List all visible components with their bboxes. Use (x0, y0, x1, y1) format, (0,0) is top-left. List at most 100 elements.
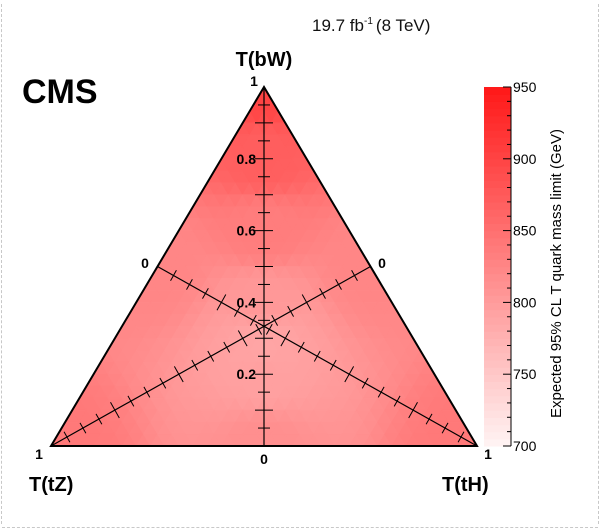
axis-th-tick (297, 341, 305, 353)
colorbar-tick-label: 950 (513, 79, 537, 95)
colorbar: 700 750 800 850 900 950 (484, 79, 537, 454)
colorbar-band (484, 410, 511, 418)
colorbar-band (484, 352, 511, 361)
side-zero-right: 0 (378, 255, 386, 271)
colorbar-band (484, 374, 511, 382)
axis-bw-tick-label: 0.8 (237, 151, 257, 167)
axis-th-tick (170, 269, 177, 281)
colorbar-band (484, 209, 511, 217)
colorbar-band (484, 201, 511, 210)
colorbar-band (484, 273, 511, 282)
colorbar-tick-label: 850 (513, 223, 537, 239)
axis-tz-tick (79, 422, 87, 434)
axis-tz-tick (63, 431, 71, 443)
axis-tz-tick (237, 330, 248, 347)
colorbar-band (484, 417, 511, 426)
corner-label-top: T(bW) (236, 49, 293, 71)
colorbar-band (484, 115, 511, 124)
axis-th (157, 265, 478, 447)
colorbar-band (484, 187, 511, 196)
colorbar-band (484, 316, 511, 325)
axis-th-tick (408, 402, 418, 419)
colorbar-band (484, 237, 511, 246)
axis-tz-tick (143, 386, 151, 398)
axis-th-tick (425, 413, 433, 425)
colorbar-band (484, 194, 511, 203)
axis-th-tick (313, 350, 321, 362)
colorbar-tick-label: 900 (513, 151, 537, 167)
axis-tz-tick (110, 402, 120, 419)
colorbar-band (484, 266, 511, 275)
axis-tz-tick (351, 269, 358, 281)
axis-th-tick (457, 431, 465, 443)
colorbar-band (484, 158, 511, 167)
colorbar-band (484, 424, 511, 433)
axis-tz-tick (191, 359, 199, 371)
colorbar-title: Expected 95% CL T quark mass limit (GeV) (548, 129, 565, 418)
axis-tz (50, 265, 371, 447)
colorbar-band (484, 367, 511, 375)
colorbar-band (484, 395, 511, 404)
colorbar-band (484, 144, 511, 153)
corner-value-right: 1 (484, 446, 492, 462)
colorbar-band (484, 244, 511, 253)
axis-tz-tick (207, 350, 215, 362)
colorbar-band (484, 438, 511, 447)
axis-th-tick (202, 287, 209, 299)
colorbar-band (484, 331, 511, 339)
axis-tz-tick (95, 413, 103, 425)
colorbar-band (484, 230, 511, 239)
colorbar-band (484, 338, 511, 347)
axis-tz-tick (223, 341, 231, 353)
frame-bottom-border (2, 527, 598, 528)
side-zero-bottom: 0 (260, 451, 268, 467)
colorbar-tick-label: 750 (513, 366, 537, 382)
axis-tz-tick (159, 377, 167, 389)
colorbar-band (484, 101, 511, 110)
colorbar-band (484, 345, 511, 354)
axis-th-tick (249, 314, 257, 326)
corner-label-left: T(tZ) (29, 474, 73, 496)
axis-bw-tick-label: 0.6 (237, 223, 257, 239)
colorbar-band (484, 87, 511, 95)
colorbar-band (484, 122, 511, 131)
corner-label-right: T(tH) (442, 474, 489, 496)
colorbar-band (484, 288, 511, 296)
experiment-label: CMS (22, 73, 98, 111)
axis-bw-tick-label: 0.2 (237, 366, 257, 382)
colorbar-band (484, 309, 511, 318)
colorbar-band (484, 173, 511, 181)
axis-tz-tick (335, 278, 342, 290)
side-zero-left: 0 (141, 255, 149, 271)
axis-bw (255, 87, 273, 446)
axis-tz-tick (319, 287, 326, 299)
axis-tz-tick (255, 323, 263, 335)
axis-th-tick (344, 366, 355, 383)
axis-th-tick (393, 395, 401, 407)
luminosity-label: 19.7 fb-1 (8 TeV) (312, 16, 430, 35)
frame-right-border (598, 4, 599, 524)
axis-tz-tick (301, 294, 312, 311)
ternary-axes: 0.2 0.4 0.6 0.8 (50, 87, 478, 447)
colorbar-band (484, 402, 511, 411)
colorbar-band (484, 388, 511, 397)
colorbar-band (484, 223, 511, 232)
colorbar-band (484, 359, 511, 368)
colorbar-tick-label: 700 (513, 438, 537, 454)
frame-left-border (1, 4, 2, 524)
corner-value-left: 1 (35, 446, 43, 462)
axis-th-tick (329, 359, 337, 371)
axis-th-tick (441, 422, 449, 434)
colorbar-band (484, 151, 511, 160)
axis-tz-tick (271, 314, 279, 326)
colorbar-band (484, 180, 511, 189)
colorbar-band (484, 94, 511, 102)
colorbar-band (484, 323, 511, 332)
colorbar-band (484, 108, 511, 117)
colorbar-band (484, 252, 511, 260)
colorbar-band (484, 216, 511, 225)
colorbar-band (484, 137, 511, 146)
colorbar-band (484, 295, 511, 303)
